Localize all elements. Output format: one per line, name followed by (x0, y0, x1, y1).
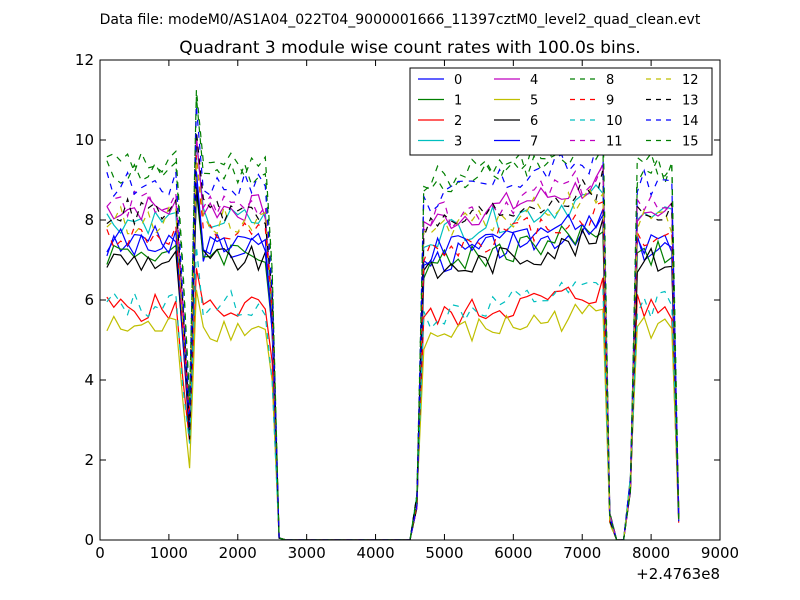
x-tick-label: 1000 (150, 544, 188, 562)
legend-label-2: 2 (454, 114, 462, 129)
series-line-11 (106, 132, 680, 540)
x-tick-label: 2000 (219, 544, 257, 562)
x-tick-label: 0 (95, 544, 105, 562)
x-tick-label: 3000 (288, 544, 326, 562)
y-tick-label: 8 (84, 211, 94, 229)
legend-label-3: 3 (454, 135, 462, 150)
y-tick-label: 12 (75, 51, 94, 69)
legend-box (409, 67, 713, 156)
axes: 0 1000 2000 3000 4000 5000 6000 7000 8000 9000 0 2 4… (75, 51, 739, 562)
legend-label-4: 4 (530, 73, 538, 88)
x-tick-label: 8000 (632, 544, 670, 562)
series-line-2 (106, 268, 680, 540)
series-line-12 (106, 160, 680, 540)
legend-label-6: 6 (530, 114, 538, 129)
series-line-10 (106, 246, 680, 540)
x-tick-label: 5000 (425, 544, 463, 562)
series-line-7 (106, 171, 680, 540)
legend-label-11: 11 (606, 135, 623, 150)
series-line-5 (106, 289, 680, 540)
legend-label-10: 10 (606, 114, 623, 129)
series-line-13 (106, 131, 680, 540)
plot-area (106, 89, 680, 540)
legend-label-9: 9 (606, 94, 614, 109)
x-tick-label: 6000 (494, 544, 532, 562)
legend-label-13: 13 (682, 94, 699, 109)
x-tick-label: 7000 (563, 544, 601, 562)
legend-label-8: 8 (606, 73, 614, 88)
legend-label-1: 1 (454, 94, 462, 109)
legend-label-15: 15 (682, 135, 699, 150)
x-offset-label: +2.4763e8 (636, 565, 720, 583)
figure-suptitle: Data file: modeM0/AS1A04_022T04_90000016… (100, 12, 701, 28)
legend-label-14: 14 (682, 114, 699, 129)
legend-label-0: 0 (454, 73, 462, 88)
x-tick-label: 9000 (701, 544, 739, 562)
y-tick-label: 2 (84, 451, 94, 469)
chart-title: Quadrant 3 module wise count rates with … (179, 38, 640, 58)
legend-label-5: 5 (530, 94, 538, 109)
y-tick-label: 10 (75, 131, 94, 149)
x-tick-label: 4000 (356, 544, 394, 562)
legend-label-7: 7 (530, 135, 538, 150)
series-line-14 (106, 105, 680, 540)
y-tick-label: 4 (84, 371, 94, 389)
y-tick-label: 0 (84, 531, 94, 549)
y-tick-label: 6 (84, 291, 94, 309)
legend-label-12: 12 (682, 73, 699, 88)
series-line-9 (106, 155, 680, 540)
